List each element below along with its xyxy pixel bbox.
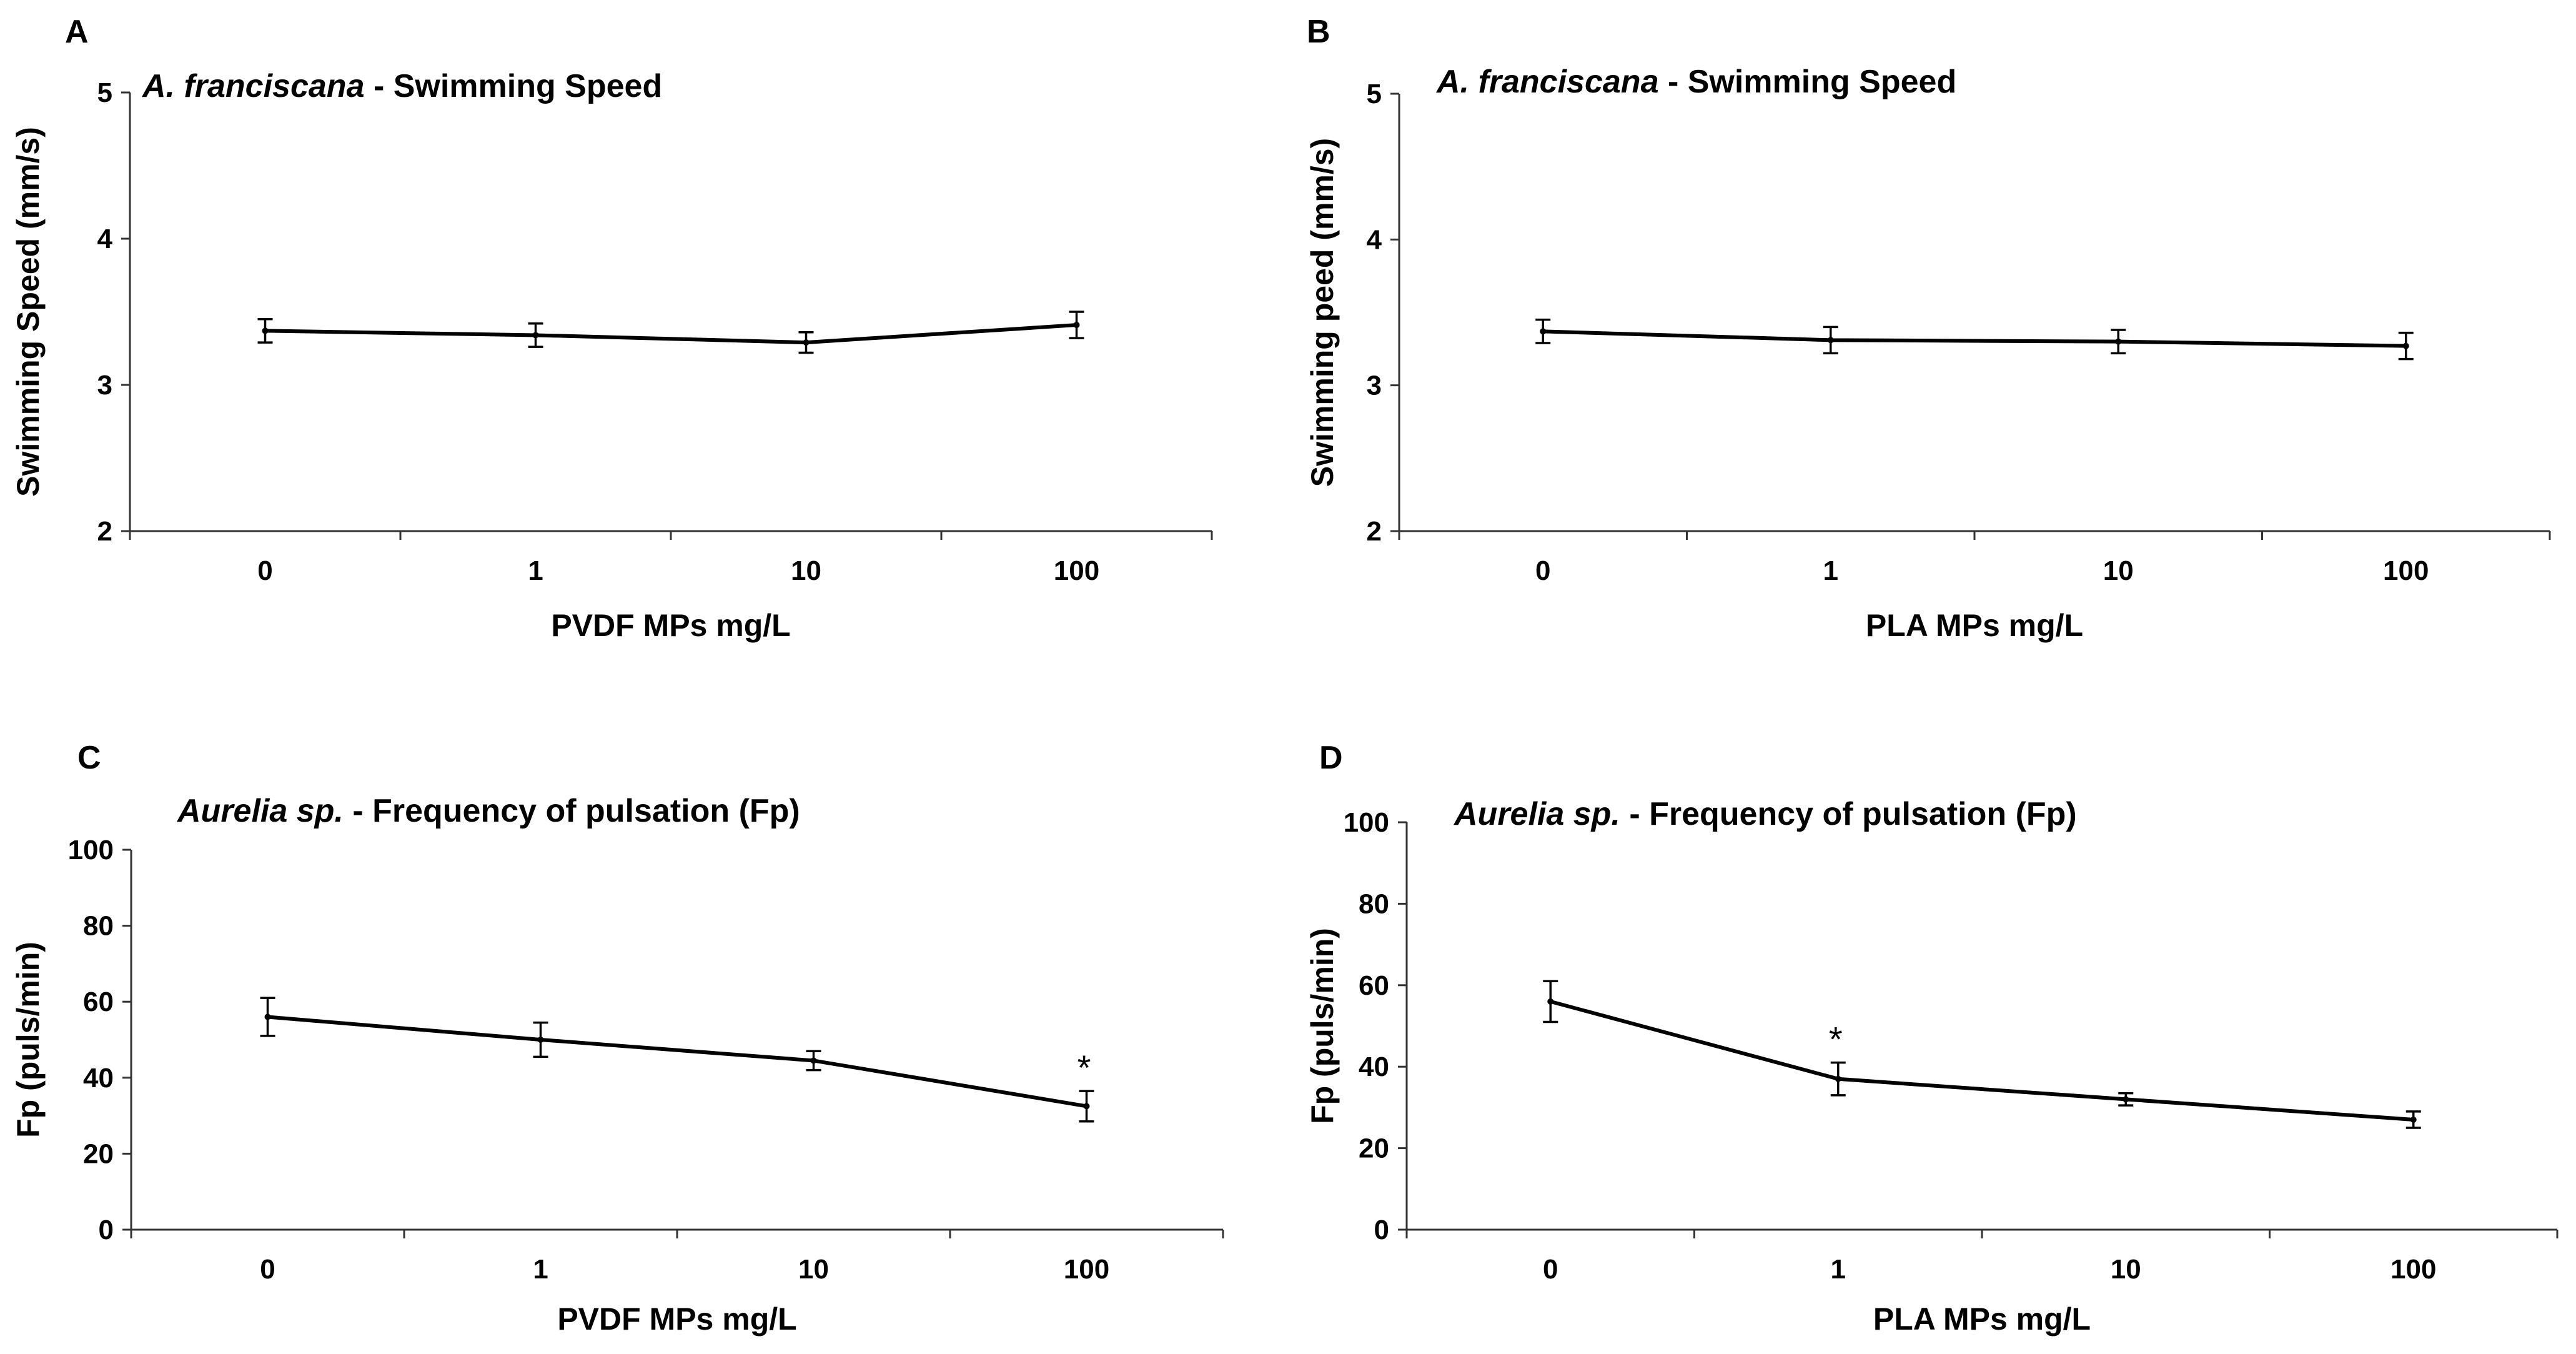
series-line (1543, 329, 2406, 348)
significance-marker: * (1077, 1048, 1091, 1087)
data-point (532, 332, 539, 339)
x-tick-label: 100 (1054, 555, 1099, 586)
data-point (1540, 328, 1547, 335)
y-tick-label: 5 (97, 77, 112, 108)
x-axis-title: PVDF MPs mg/L (557, 1302, 796, 1337)
chart-title-rest: - Frequency of pulsation (Fp) (1620, 796, 2077, 832)
chart-title: Aurelia sp. - Frequency of pulsation (Fp… (1453, 796, 2077, 832)
x-axis-title: PVDF MPs mg/L (551, 608, 790, 643)
x-tick-label: 100 (2390, 1254, 2436, 1285)
y-tick-label: 0 (99, 1215, 114, 1245)
y-tick-label: 80 (1359, 889, 1389, 919)
x-tick-label: 1 (1823, 555, 1838, 586)
y-tick-label: 100 (1344, 807, 1389, 838)
x-tick-label: 0 (260, 1254, 275, 1285)
y-axis-title: Fp (puls/min) (11, 942, 46, 1138)
x-axis-title: PLA MPs mg/L (1866, 608, 2083, 643)
y-tick-label: 2 (97, 516, 112, 547)
data-point (2115, 338, 2122, 345)
x-tick-label: 1 (533, 1254, 548, 1285)
data-point (1547, 998, 1554, 1005)
chart-title-species: A. franciscana (1435, 64, 1659, 100)
data-point (2410, 1116, 2417, 1123)
chart-title-rest: - Frequency of pulsation (Fp) (344, 793, 800, 829)
data-point (810, 1057, 817, 1064)
x-tick-label: 1 (1831, 1254, 1846, 1285)
chart-title: A. franciscana - Swimming Speed (141, 68, 662, 104)
x-tick-label: 10 (2111, 1254, 2141, 1285)
significance-marker: * (1829, 1020, 1843, 1059)
chart-title-species: Aurelia sp. (176, 793, 344, 829)
y-tick-label: 20 (1359, 1133, 1389, 1164)
series-line (1550, 999, 2414, 1122)
panel-letter: B (1307, 14, 1330, 50)
x-tick-label: 100 (1064, 1254, 1109, 1285)
x-tick-label: 100 (2383, 555, 2429, 586)
x-tick-label: 10 (791, 555, 821, 586)
y-tick-label: 60 (83, 987, 114, 1017)
y-tick-label: 20 (83, 1138, 114, 1169)
x-tick-label: 1 (528, 555, 543, 586)
y-tick-label: 80 (83, 911, 114, 942)
y-tick-label: 0 (1374, 1215, 1389, 1245)
data-point (1083, 1103, 1090, 1110)
x-tick-label: 0 (1543, 1254, 1558, 1285)
x-tick-label: 0 (257, 555, 272, 586)
y-tick-label: 40 (1359, 1052, 1389, 1082)
y-tick-label: 4 (1367, 224, 1382, 255)
data-point (803, 339, 810, 346)
chart-title-species: Aurelia sp. (1453, 796, 1620, 832)
x-tick-label: 10 (798, 1254, 829, 1285)
data-point (1835, 1075, 1841, 1082)
series-line (265, 323, 1077, 345)
data-point (537, 1037, 544, 1043)
x-axis-title: PLA MPs mg/L (1873, 1302, 2091, 1337)
chart-title-rest: - Swimming Speed (1659, 64, 1957, 100)
chart-panel-b: B A. franciscana - Swimming Speed 2 3 4 5 0 1 10… (1305, 14, 2551, 643)
series-line (267, 1015, 1087, 1108)
y-tick-label: 4 (97, 224, 113, 254)
chart-title: Aurelia sp. - Frequency of pulsation (Fp… (176, 793, 800, 829)
y-axis-title: Swimming Speed (mm/s) (11, 127, 46, 497)
x-tick-label: 10 (2103, 555, 2134, 586)
panel-letter: A (65, 14, 89, 50)
data-point (264, 1013, 271, 1020)
chart-title: A. franciscana - Swimming Speed (1435, 64, 1956, 100)
panel-letter: D (1319, 740, 1343, 776)
chart-title-species: A. franciscana (141, 68, 365, 104)
y-axis-title: Fp (puls/min) (1305, 928, 1340, 1124)
y-tick-label: 40 (83, 1063, 114, 1093)
chart-panel-c: C Aurelia sp. - Frequency of pulsation (F… (11, 740, 1224, 1337)
y-axis-title: Swimming peed (mm/s) (1305, 138, 1340, 487)
chart-panel-a: A A. franciscana - Swimming Speed 2 3 4 5 0 1 10… (11, 14, 1213, 643)
y-tick-label: 3 (1367, 371, 1382, 401)
data-point (262, 327, 269, 334)
x-tick-label: 0 (1535, 555, 1550, 586)
data-point (2402, 342, 2409, 349)
y-tick-label: 2 (1367, 516, 1382, 547)
y-tick-label: 5 (1367, 79, 1382, 109)
data-point (2123, 1096, 2129, 1103)
data-point (1073, 322, 1080, 329)
panel-letter: C (77, 740, 101, 776)
data-point (1827, 337, 1834, 344)
chart-panel-d: D Aurelia sp. - Frequency of pulsation (F… (1305, 740, 2559, 1337)
chart-title-rest: - Swimming Speed (365, 68, 663, 104)
y-tick-label: 100 (68, 835, 114, 865)
y-tick-label: 60 (1359, 970, 1389, 1001)
y-tick-label: 3 (97, 370, 112, 401)
